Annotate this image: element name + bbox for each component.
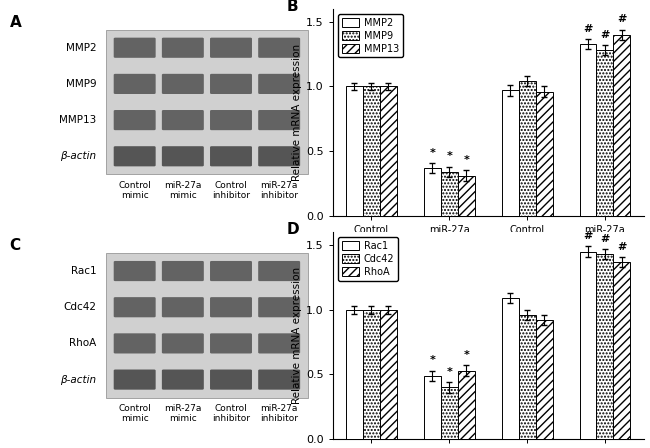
Text: *: * (447, 367, 452, 377)
FancyBboxPatch shape (258, 146, 300, 166)
Bar (597, 254, 614, 439)
FancyBboxPatch shape (106, 253, 308, 398)
Text: *: * (429, 147, 435, 158)
Text: *: * (447, 151, 452, 161)
Text: #: # (618, 241, 627, 252)
Bar (614, 35, 630, 216)
Text: miR-27a
inhibitor: miR-27a inhibitor (260, 404, 298, 423)
Bar (441, 388, 458, 439)
FancyBboxPatch shape (210, 370, 252, 390)
Text: β-actin: β-actin (60, 151, 97, 161)
FancyBboxPatch shape (162, 38, 204, 58)
Y-axis label: Relative mRNA expression: Relative mRNA expression (292, 267, 302, 404)
FancyBboxPatch shape (114, 370, 155, 390)
FancyBboxPatch shape (210, 261, 252, 281)
Bar (614, 262, 630, 439)
Legend: MMP2, MMP9, MMP13: MMP2, MMP9, MMP13 (337, 14, 403, 57)
FancyBboxPatch shape (162, 297, 204, 317)
Text: Control
inhibitor: Control inhibitor (212, 404, 250, 423)
FancyBboxPatch shape (162, 74, 204, 94)
Bar (536, 92, 552, 216)
FancyBboxPatch shape (210, 74, 252, 94)
FancyBboxPatch shape (210, 297, 252, 317)
FancyBboxPatch shape (210, 38, 252, 58)
Bar (346, 86, 363, 216)
Bar (536, 320, 552, 439)
Text: A: A (10, 15, 21, 30)
Text: *: * (429, 355, 435, 366)
FancyBboxPatch shape (162, 146, 204, 166)
Text: #: # (583, 23, 593, 34)
FancyBboxPatch shape (258, 38, 300, 58)
Bar (519, 315, 536, 439)
Text: Control
mimic: Control mimic (118, 404, 151, 423)
Text: RhoA: RhoA (70, 338, 97, 349)
Bar (441, 172, 458, 216)
FancyBboxPatch shape (258, 333, 300, 353)
Bar (580, 44, 597, 216)
FancyBboxPatch shape (162, 333, 204, 353)
Bar (346, 310, 363, 439)
FancyBboxPatch shape (258, 297, 300, 317)
Legend: Rac1, Cdc42, RhoA: Rac1, Cdc42, RhoA (337, 237, 398, 281)
Bar (363, 86, 380, 216)
Bar (424, 168, 441, 216)
Text: #: # (618, 14, 627, 25)
Text: β-actin: β-actin (60, 375, 97, 384)
Text: C: C (10, 238, 21, 254)
FancyBboxPatch shape (210, 146, 252, 166)
Text: Control
mimic: Control mimic (118, 181, 151, 200)
Bar (580, 252, 597, 439)
FancyBboxPatch shape (162, 370, 204, 390)
FancyBboxPatch shape (210, 110, 252, 130)
Text: MMP13: MMP13 (59, 115, 97, 125)
FancyBboxPatch shape (162, 261, 204, 281)
Text: MMP2: MMP2 (66, 43, 97, 53)
FancyBboxPatch shape (114, 146, 155, 166)
Text: Rac1: Rac1 (71, 266, 97, 276)
FancyBboxPatch shape (162, 110, 204, 130)
FancyBboxPatch shape (114, 261, 155, 281)
FancyBboxPatch shape (210, 333, 252, 353)
Bar (502, 90, 519, 216)
Y-axis label: Relative mRNA expression: Relative mRNA expression (292, 44, 302, 181)
Text: D: D (286, 222, 299, 237)
Text: miR-27a
mimic: miR-27a mimic (164, 404, 202, 423)
FancyBboxPatch shape (114, 333, 155, 353)
FancyBboxPatch shape (114, 74, 155, 94)
FancyBboxPatch shape (258, 110, 300, 130)
FancyBboxPatch shape (258, 370, 300, 390)
Text: B: B (286, 0, 298, 13)
Bar (502, 298, 519, 439)
Text: miR-27a
inhibitor: miR-27a inhibitor (260, 181, 298, 200)
Bar (597, 50, 614, 216)
Text: Control
inhibitor: Control inhibitor (212, 181, 250, 200)
FancyBboxPatch shape (106, 30, 308, 174)
Text: #: # (583, 231, 593, 241)
Text: MMP9: MMP9 (66, 79, 97, 89)
FancyBboxPatch shape (258, 261, 300, 281)
FancyBboxPatch shape (258, 74, 300, 94)
Bar (380, 86, 396, 216)
FancyBboxPatch shape (114, 38, 155, 58)
FancyBboxPatch shape (114, 110, 155, 130)
Text: miR-27a
mimic: miR-27a mimic (164, 181, 202, 200)
Text: Cdc42: Cdc42 (64, 302, 97, 312)
Bar (458, 176, 474, 216)
Text: #: # (600, 30, 610, 40)
Bar (380, 310, 396, 439)
Text: #: # (600, 234, 610, 244)
Bar (519, 82, 536, 216)
Bar (424, 376, 441, 439)
Bar (458, 370, 474, 439)
Text: *: * (463, 350, 469, 360)
Bar (363, 310, 380, 439)
Text: *: * (463, 155, 469, 165)
FancyBboxPatch shape (114, 297, 155, 317)
